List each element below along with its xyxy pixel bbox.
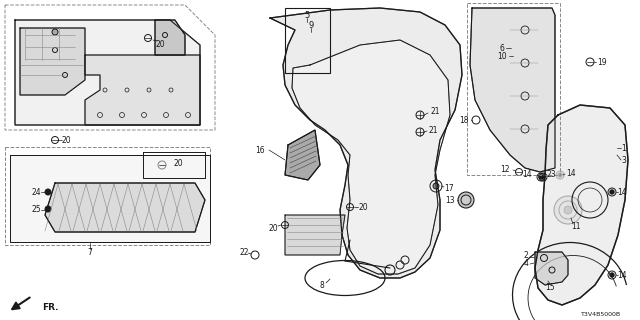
- Text: 9: 9: [308, 20, 314, 29]
- Text: 16: 16: [255, 146, 265, 155]
- Polygon shape: [85, 55, 200, 125]
- Text: 22: 22: [239, 247, 249, 257]
- Circle shape: [45, 189, 51, 195]
- Text: 14: 14: [522, 170, 532, 179]
- Polygon shape: [45, 183, 205, 232]
- Text: 14: 14: [617, 188, 627, 196]
- Text: 3: 3: [621, 156, 627, 164]
- Bar: [285, 8, 330, 73]
- Text: 20: 20: [268, 223, 278, 233]
- Text: 12: 12: [500, 164, 510, 173]
- Circle shape: [539, 175, 543, 179]
- Text: 17: 17: [444, 183, 454, 193]
- Polygon shape: [20, 28, 85, 95]
- Circle shape: [610, 190, 614, 194]
- Text: 11: 11: [572, 221, 580, 230]
- Text: 23: 23: [546, 170, 556, 179]
- Text: 13: 13: [445, 196, 455, 204]
- Text: 20: 20: [173, 158, 183, 167]
- Text: 2: 2: [524, 251, 528, 260]
- Text: 4: 4: [523, 259, 528, 268]
- Polygon shape: [285, 130, 320, 180]
- Text: 14: 14: [566, 169, 576, 178]
- Text: 10: 10: [497, 52, 507, 60]
- Text: 5: 5: [305, 11, 310, 20]
- Text: 25: 25: [31, 204, 41, 213]
- Circle shape: [610, 273, 614, 277]
- Circle shape: [564, 206, 572, 214]
- Polygon shape: [535, 105, 628, 305]
- Text: 14: 14: [617, 270, 627, 279]
- Polygon shape: [470, 8, 555, 172]
- Text: 18: 18: [460, 116, 469, 124]
- Polygon shape: [10, 155, 210, 242]
- Circle shape: [558, 173, 562, 177]
- Circle shape: [554, 196, 582, 224]
- Text: T3V4B5000B: T3V4B5000B: [581, 311, 621, 316]
- Text: 21: 21: [430, 107, 440, 116]
- Polygon shape: [15, 20, 200, 125]
- Text: 19: 19: [597, 58, 607, 67]
- Text: 6: 6: [500, 44, 504, 52]
- Text: 7: 7: [88, 247, 92, 257]
- Text: FR.: FR.: [42, 303, 58, 313]
- Circle shape: [433, 183, 439, 189]
- Polygon shape: [155, 20, 185, 55]
- Text: 20: 20: [155, 39, 165, 49]
- Text: 1: 1: [621, 143, 627, 153]
- Text: 15: 15: [545, 283, 555, 292]
- Polygon shape: [270, 8, 462, 278]
- Circle shape: [52, 29, 58, 35]
- Circle shape: [541, 175, 545, 179]
- Polygon shape: [285, 215, 345, 255]
- Text: 24: 24: [31, 188, 41, 196]
- Circle shape: [45, 206, 51, 212]
- Text: 20: 20: [358, 203, 368, 212]
- Circle shape: [458, 192, 474, 208]
- Text: 20: 20: [61, 135, 71, 145]
- Polygon shape: [535, 252, 568, 285]
- Text: 21: 21: [428, 125, 438, 134]
- Polygon shape: [292, 40, 450, 274]
- Text: 8: 8: [319, 281, 324, 290]
